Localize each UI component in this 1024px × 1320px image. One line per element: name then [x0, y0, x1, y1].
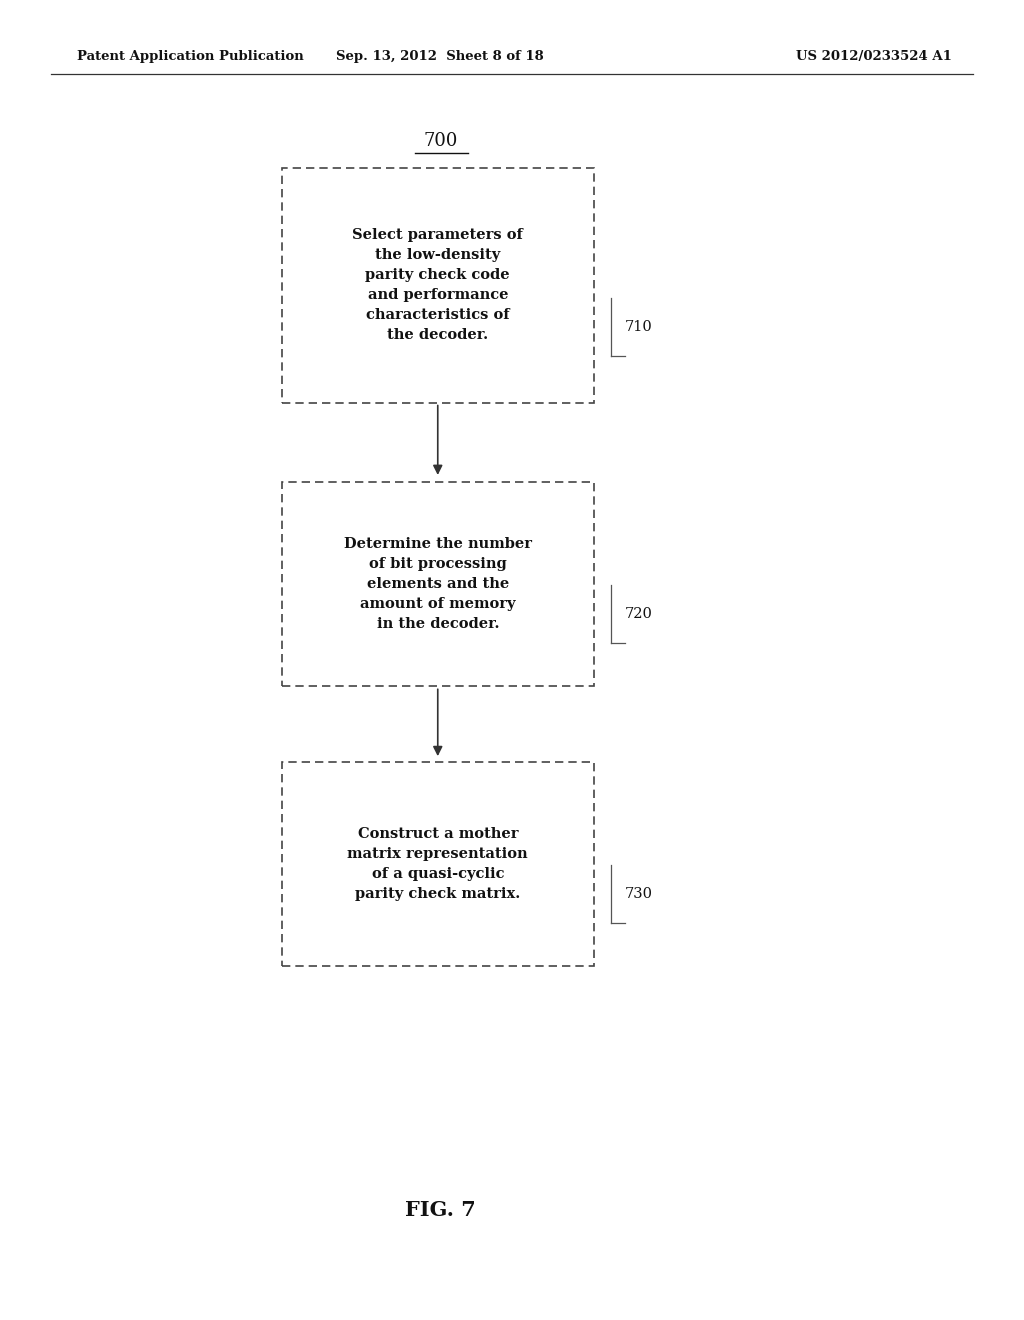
- Text: Determine the number
of bit processing
elements and the
amount of memory
in the : Determine the number of bit processing e…: [344, 537, 531, 631]
- Text: 720: 720: [625, 607, 652, 620]
- FancyBboxPatch shape: [282, 762, 594, 966]
- Text: 730: 730: [625, 887, 652, 900]
- Text: US 2012/0233524 A1: US 2012/0233524 A1: [797, 50, 952, 63]
- Text: Sep. 13, 2012  Sheet 8 of 18: Sep. 13, 2012 Sheet 8 of 18: [337, 50, 544, 63]
- Text: Select parameters of
the low-density
parity check code
and performance
character: Select parameters of the low-density par…: [352, 228, 523, 342]
- Text: Patent Application Publication: Patent Application Publication: [77, 50, 303, 63]
- Text: 700: 700: [423, 132, 458, 150]
- Text: FIG. 7: FIG. 7: [404, 1200, 476, 1221]
- FancyBboxPatch shape: [282, 168, 594, 403]
- FancyBboxPatch shape: [282, 482, 594, 686]
- Text: Construct a mother
matrix representation
of a quasi-cyclic
parity check matrix.: Construct a mother matrix representation…: [347, 826, 528, 902]
- Text: 710: 710: [625, 321, 652, 334]
